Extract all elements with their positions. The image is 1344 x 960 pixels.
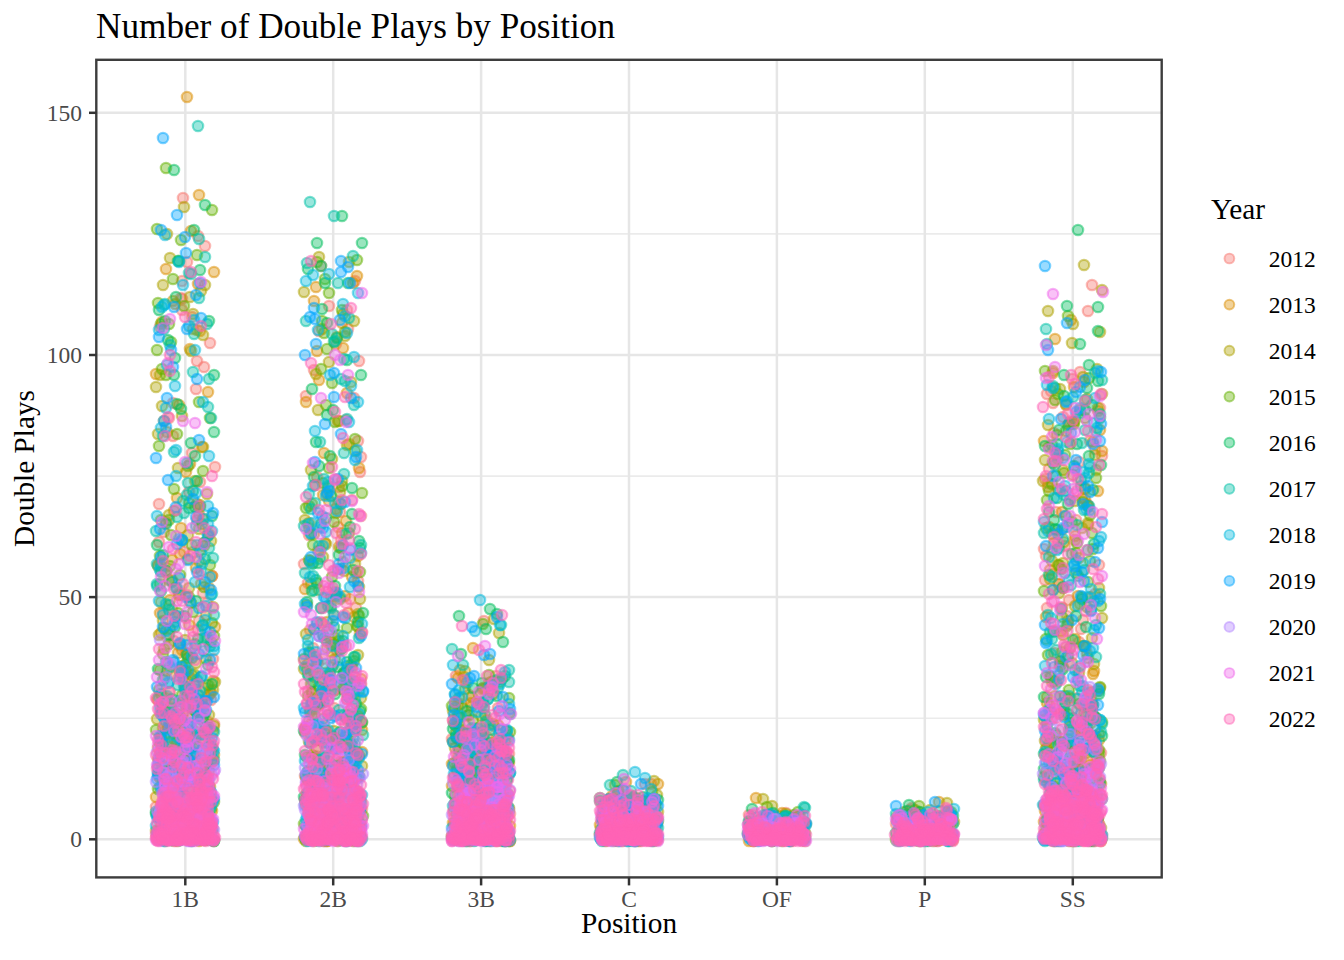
svg-text:50: 50 — [59, 584, 83, 610]
svg-text:Number of Double Plays by Posi: Number of Double Plays by Position — [96, 7, 615, 46]
svg-text:2013: 2013 — [1269, 292, 1316, 318]
svg-text:2014: 2014 — [1269, 338, 1316, 364]
svg-text:SS: SS — [1060, 886, 1086, 912]
svg-text:2012: 2012 — [1269, 246, 1316, 272]
svg-text:2022: 2022 — [1269, 706, 1316, 732]
svg-text:2016: 2016 — [1269, 430, 1316, 456]
svg-text:2015: 2015 — [1269, 384, 1316, 410]
svg-text:OF: OF — [762, 886, 792, 912]
svg-text:100: 100 — [47, 342, 82, 368]
svg-text:Position: Position — [581, 907, 677, 939]
svg-text:2018: 2018 — [1269, 522, 1316, 548]
svg-text:2019: 2019 — [1269, 568, 1316, 594]
svg-text:0: 0 — [70, 826, 82, 852]
svg-text:2020: 2020 — [1269, 614, 1316, 640]
svg-text:150: 150 — [47, 100, 82, 126]
svg-text:1B: 1B — [172, 886, 199, 912]
svg-text:P: P — [918, 886, 931, 912]
svg-text:2B: 2B — [319, 886, 346, 912]
svg-text:Year: Year — [1211, 193, 1265, 225]
svg-text:2021: 2021 — [1269, 660, 1316, 686]
svg-text:2017: 2017 — [1269, 476, 1316, 502]
svg-text:Double Plays: Double Plays — [8, 390, 40, 547]
svg-text:3B: 3B — [467, 886, 494, 912]
